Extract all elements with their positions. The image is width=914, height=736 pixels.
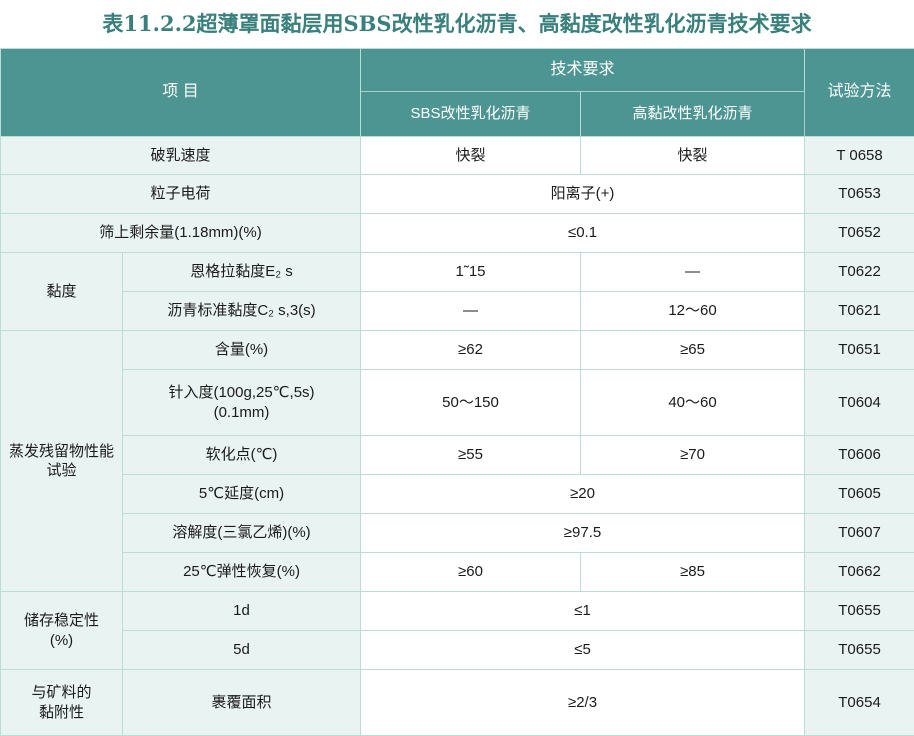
- row-method: T0607: [805, 514, 914, 553]
- row-value-hv: ≥85: [581, 553, 805, 592]
- row-group: 储存稳定性 (%): [1, 592, 123, 670]
- row-value-hv: 40～60: [581, 370, 805, 436]
- table-row: 与矿料的 黏附性 裹覆面积 ≥2/3 T0654: [1, 670, 914, 736]
- row-item: 沥青标准黏度C₂ s,3(s): [123, 292, 361, 331]
- row-method: T0652: [805, 214, 914, 253]
- row-value-merged: ≥2/3: [361, 670, 805, 736]
- row-item: 5℃延度(cm): [123, 475, 361, 514]
- row-item: 粒子电荷: [1, 175, 361, 214]
- row-value-merged: ≤5: [361, 631, 805, 670]
- table-row: 针入度(100g,25℃,5s) (0.1mm) 50～150 40～60 T0…: [1, 370, 914, 436]
- row-value-sbs: 快裂: [361, 137, 581, 175]
- header-tech-sub-sbs: SBS改性乳化沥青: [361, 92, 581, 137]
- table-body: 破乳速度 快裂 快裂 T 0658 粒子电荷 阳离子(+) T0653 筛上剩余…: [1, 137, 914, 736]
- row-method: T0662: [805, 553, 914, 592]
- row-value-hv: ≥65: [581, 331, 805, 370]
- row-value-sbs: —: [361, 292, 581, 331]
- row-value-merged: ≤0.1: [361, 214, 805, 253]
- row-item-line1: 针入度(100g,25℃,5s): [168, 384, 314, 401]
- row-method: T0655: [805, 592, 914, 631]
- row-value-sbs: ≥62: [361, 331, 581, 370]
- row-value-hv: —: [581, 253, 805, 292]
- row-item: 恩格拉黏度E₂ s: [123, 253, 361, 292]
- header-tech-req: 技术要求: [361, 49, 805, 92]
- table-row: 5d ≤5 T0655: [1, 631, 914, 670]
- row-method: T0655: [805, 631, 914, 670]
- table-row: 破乳速度 快裂 快裂 T 0658: [1, 137, 914, 175]
- row-item: 筛上剩余量(1.18mm)(%): [1, 214, 361, 253]
- row-item-line2: (0.1mm): [214, 404, 270, 421]
- row-method: T0622: [805, 253, 914, 292]
- table-row: 沥青标准黏度C₂ s,3(s) — 12～60 T0621: [1, 292, 914, 331]
- table-header: 项 目 技术要求 试验方法 SBS改性乳化沥青 高黏改性乳化沥青: [1, 49, 914, 137]
- row-group: 蒸发残留物性能试验: [1, 331, 123, 592]
- header-item-col: 项 目: [1, 49, 361, 137]
- table-row: 黏度 恩格拉黏度E₂ s 1˜15 — T0622: [1, 253, 914, 292]
- header-method-col: 试验方法: [805, 49, 914, 137]
- row-method: T0654: [805, 670, 914, 736]
- row-value-hv: 快裂: [581, 137, 805, 175]
- row-item: 25℃弹性恢复(%): [123, 553, 361, 592]
- header-tech-sub-hv: 高黏改性乳化沥青: [581, 92, 805, 137]
- row-value-sbs: ≥55: [361, 436, 581, 475]
- row-value-sbs: ≥60: [361, 553, 581, 592]
- row-item: 裹覆面积: [123, 670, 361, 736]
- row-value-hv: 12～60: [581, 292, 805, 331]
- row-value-merged: ≤1: [361, 592, 805, 631]
- row-method: T0651: [805, 331, 914, 370]
- table-row: 蒸发残留物性能试验 含量(%) ≥62 ≥65 T0651: [1, 331, 914, 370]
- row-item: 含量(%): [123, 331, 361, 370]
- row-group-line1: 储存稳定性: [24, 612, 99, 629]
- table-row: 溶解度(三氯乙烯)(%) ≥97.5 T0607: [1, 514, 914, 553]
- row-value-merged: ≥20: [361, 475, 805, 514]
- row-method: T0621: [805, 292, 914, 331]
- table-row: 筛上剩余量(1.18mm)(%) ≤0.1 T0652: [1, 214, 914, 253]
- row-item: 1d: [123, 592, 361, 631]
- header-row-1: 项 目 技术要求 试验方法: [1, 49, 914, 92]
- row-value-merged: 阳离子(+): [361, 175, 805, 214]
- row-item: 5d: [123, 631, 361, 670]
- row-group-line2: (%): [50, 632, 73, 649]
- row-method: T 0658: [805, 137, 914, 175]
- table-row: 粒子电荷 阳离子(+) T0653: [1, 175, 914, 214]
- row-item: 软化点(℃): [123, 436, 361, 475]
- row-group: 与矿料的 黏附性: [1, 670, 123, 736]
- table-row: 软化点(℃) ≥55 ≥70 T0606: [1, 436, 914, 475]
- page-title: 表11.2.2超薄罩面黏层用SBS改性乳化沥青、高黏度改性乳化沥青技术要求: [0, 0, 914, 48]
- row-group-line2: 黏附性: [39, 704, 84, 721]
- row-item: 破乳速度: [1, 137, 361, 175]
- row-group: 黏度: [1, 253, 123, 331]
- row-method: T0605: [805, 475, 914, 514]
- row-value-sbs: 50～150: [361, 370, 581, 436]
- row-value-sbs: 1˜15: [361, 253, 581, 292]
- table-row: 5℃延度(cm) ≥20 T0605: [1, 475, 914, 514]
- table-row: 25℃弹性恢复(%) ≥60 ≥85 T0662: [1, 553, 914, 592]
- row-value-merged: ≥97.5: [361, 514, 805, 553]
- row-method: T0606: [805, 436, 914, 475]
- row-item: 溶解度(三氯乙烯)(%): [123, 514, 361, 553]
- row-value-hv: ≥70: [581, 436, 805, 475]
- row-method: T0653: [805, 175, 914, 214]
- row-item: 针入度(100g,25℃,5s) (0.1mm): [123, 370, 361, 436]
- table-row: 储存稳定性 (%) 1d ≤1 T0655: [1, 592, 914, 631]
- row-group-line1: 与矿料的: [31, 684, 91, 701]
- spec-table: 项 目 技术要求 试验方法 SBS改性乳化沥青 高黏改性乳化沥青 破乳速度 快裂…: [0, 48, 914, 736]
- row-method: T0604: [805, 370, 914, 436]
